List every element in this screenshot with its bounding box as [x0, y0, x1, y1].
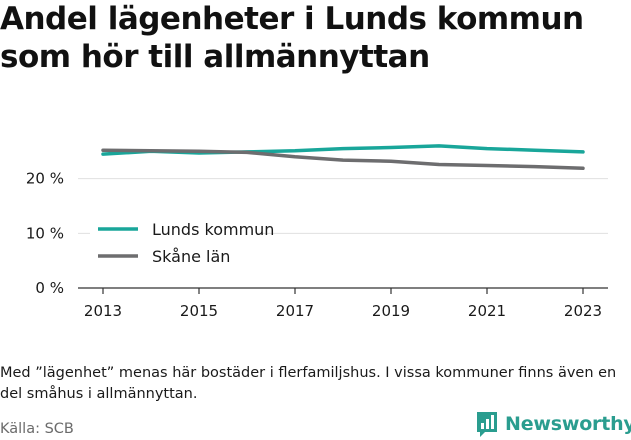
legend: Lunds kommun Skåne län — [90, 220, 274, 269]
brand-name: Newsworthy — [505, 413, 631, 435]
series-line-sk-ne-l-n — [101, 148, 585, 171]
y-tick-label: 0 % — [35, 279, 64, 297]
x-tick-label: 2015 — [180, 302, 218, 320]
legend-background — [90, 220, 258, 242]
y-tick-label: 20 % — [26, 170, 64, 188]
x-tick-label: 2023 — [564, 302, 602, 320]
newsworthy-logo: Newsworthy — [475, 408, 631, 440]
chart-note: Med ”lägenhet” menas här bostäder i fler… — [0, 365, 617, 402]
legend-label-sk-ne-l-n: Skåne län — [152, 247, 230, 266]
chart-title: Andel lägenheter i Lunds kommun som hör … — [0, 1, 584, 75]
legend-label-lunds-kommun: Lunds kommun — [152, 220, 274, 239]
bar-chart-speech-icon — [477, 412, 497, 437]
source-label: Källa: SCB — [0, 421, 74, 437]
x-tick-label: 2017 — [276, 302, 314, 320]
series-lines — [101, 144, 585, 171]
x-tick-label: 2013 — [84, 302, 122, 320]
y-tick-label: 10 % — [26, 224, 64, 242]
line-chart: 0 % 10 % 20 % 2013 2015 2017 2019 2021 2023 Lund… — [26, 144, 608, 320]
legend-background — [90, 247, 258, 269]
axes: 0 % 10 % 20 % 2013 2015 2017 2019 2021 2023 — [26, 170, 608, 320]
x-tick-label: 2019 — [372, 302, 410, 320]
x-tick-label: 2021 — [468, 302, 506, 320]
